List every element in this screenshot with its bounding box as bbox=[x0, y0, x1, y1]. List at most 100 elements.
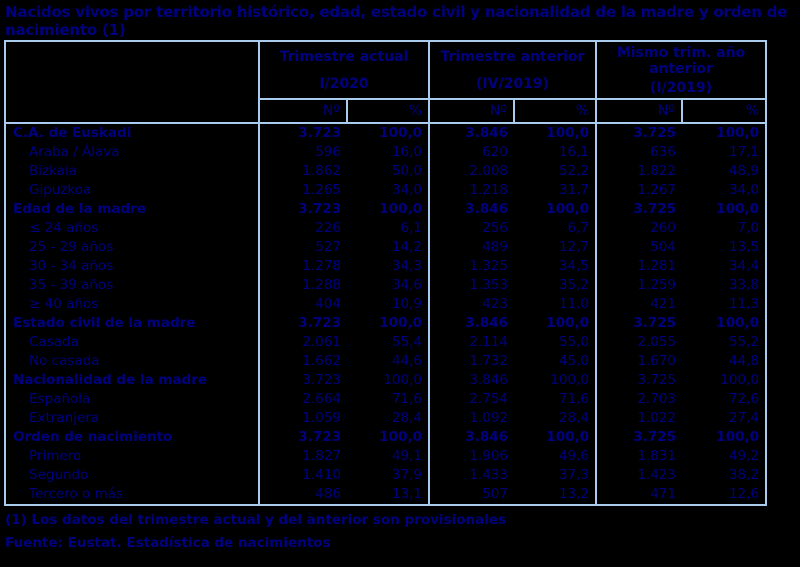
table-row: Edad de la madre 3.723 100,0 3.846 100,0 3.72… bbox=[5, 200, 766, 219]
cell-percent: 37,9 bbox=[391, 467, 422, 483]
column-group-period: (IV/2019) bbox=[476, 75, 549, 92]
table-row: Araba / Álava 596 16,0 620 16,1 636 17,1 bbox=[5, 143, 766, 162]
cell-percent: 7,0 bbox=[737, 220, 759, 236]
cell-count: 226 bbox=[258, 219, 347, 238]
cell-percent: 31,7 bbox=[558, 182, 589, 198]
cell-count: 1.423 bbox=[595, 466, 682, 485]
cell-count: 636 bbox=[595, 143, 682, 162]
table-row: No casada 1.662 44,6 1.732 45,0 1.670 44,8 bbox=[5, 352, 766, 371]
table-row: Orden de nacimiento 3.723 100,0 3.846 100,0 3… bbox=[5, 428, 766, 447]
cell-count: 2.664 bbox=[258, 390, 347, 409]
row-label: Española bbox=[29, 391, 91, 407]
cell-count: 1.325 bbox=[428, 257, 514, 276]
cell-percent: 49,1 bbox=[391, 448, 422, 464]
cell-count: 2.754 bbox=[428, 390, 514, 409]
cell-count: 3.723 bbox=[258, 371, 347, 390]
table-row: Segundo 1.410 37,9 1.433 37,3 1.423 38,2 bbox=[5, 466, 766, 485]
cell-count: 3.723 bbox=[258, 314, 347, 333]
row-label: Edad de la madre bbox=[13, 201, 146, 217]
cell-percent: 12,6 bbox=[728, 486, 759, 502]
cell-count: 2.114 bbox=[428, 333, 514, 352]
table-subheader-row: Nº % Nº % Nº % bbox=[5, 99, 766, 124]
subheader-count: Nº bbox=[595, 99, 682, 124]
cell-percent: 55,2 bbox=[728, 334, 759, 350]
table-row: Casada 2.061 55,4 2.114 55,0 2.055 55,2 bbox=[5, 333, 766, 352]
footnote: (1) Los datos del trimestre actual y del… bbox=[5, 512, 507, 528]
cell-percent: 100,0 bbox=[546, 125, 589, 141]
cell-percent: 49,2 bbox=[728, 448, 759, 464]
cell-count: 1.278 bbox=[258, 257, 347, 276]
cell-count: 489 bbox=[428, 238, 514, 257]
cell-percent: 55,4 bbox=[391, 334, 422, 350]
corner-cell bbox=[5, 41, 260, 124]
row-label: Casada bbox=[29, 334, 79, 350]
cell-percent: 100,0 bbox=[716, 125, 759, 141]
cell-percent: 16,0 bbox=[391, 144, 422, 160]
cell-count: 504 bbox=[595, 238, 682, 257]
cell-percent: 17,1 bbox=[728, 144, 759, 160]
cell-percent: 13,2 bbox=[558, 486, 589, 502]
row-label: Gipuzkoa bbox=[29, 182, 92, 198]
subheader-percent: % bbox=[513, 99, 596, 124]
cell-percent: 71,6 bbox=[391, 391, 422, 407]
row-label: 25 - 29 años bbox=[29, 239, 114, 255]
cell-percent: 34,0 bbox=[391, 182, 422, 198]
source-note: Fuente: Eustat. Estadística de nacimient… bbox=[5, 535, 331, 551]
cell-count: 1.433 bbox=[428, 466, 514, 485]
cell-percent: 34,3 bbox=[391, 258, 422, 274]
cell-count: 1.059 bbox=[258, 409, 347, 428]
table-row: C.A. de Euskadi 3.723 100,0 3.846 100,0 3.725… bbox=[5, 123, 766, 143]
row-label: C.A. de Euskadi bbox=[13, 125, 132, 141]
cell-count: 471 bbox=[595, 485, 682, 505]
cell-percent: 55,0 bbox=[558, 334, 589, 350]
row-label: No casada bbox=[29, 353, 100, 369]
cell-count: 3.725 bbox=[595, 123, 682, 143]
cell-count: 3.723 bbox=[258, 123, 347, 143]
cell-count: 1.022 bbox=[595, 409, 682, 428]
cell-percent: 34,6 bbox=[391, 277, 422, 293]
cell-count: 1.670 bbox=[595, 352, 682, 371]
cell-count: 3.846 bbox=[428, 123, 514, 143]
column-group-period: I/2020 bbox=[319, 75, 369, 92]
column-group-title: Trimestre anterior bbox=[440, 48, 585, 65]
cell-count: 1.827 bbox=[258, 447, 347, 466]
table-row: ≤ 24 años 226 6,1 256 6,7 260 7,0 bbox=[5, 219, 766, 238]
cell-count: 3.846 bbox=[428, 428, 514, 447]
column-group-title: Mismo trim. año anterior bbox=[616, 44, 746, 77]
cell-percent: 71,6 bbox=[558, 391, 589, 407]
cell-count: 3.725 bbox=[595, 428, 682, 447]
cell-count: 1.259 bbox=[595, 276, 682, 295]
table-footer: (1) Los datos del trimestre actual y del… bbox=[5, 512, 793, 558]
cell-count: 1.218 bbox=[428, 181, 514, 200]
row-label: Araba / Álava bbox=[29, 144, 120, 160]
cell-percent: 100,0 bbox=[716, 429, 759, 445]
cell-percent: 10,9 bbox=[391, 296, 422, 312]
cell-count: 1.265 bbox=[258, 181, 347, 200]
cell-count: 2.008 bbox=[428, 162, 514, 181]
cell-count: 423 bbox=[428, 295, 514, 314]
cell-count: 1.281 bbox=[595, 257, 682, 276]
cell-percent: 100,0 bbox=[379, 125, 422, 141]
cell-percent: 100,0 bbox=[716, 201, 759, 217]
table-row: Tercero o más 486 13,1 507 13,2 471 12,6 bbox=[5, 485, 766, 505]
cell-percent: 6,7 bbox=[567, 220, 589, 236]
cell-percent: 28,4 bbox=[558, 410, 589, 426]
table-row: Española 2.664 71,6 2.754 71,6 2.703 72,6 bbox=[5, 390, 766, 409]
cell-count: 1.831 bbox=[595, 447, 682, 466]
cell-count: 2.061 bbox=[258, 333, 347, 352]
cell-percent: 100,0 bbox=[546, 201, 589, 217]
cell-count: 404 bbox=[258, 295, 347, 314]
row-label: Primero bbox=[29, 448, 82, 464]
row-label: Segundo bbox=[29, 467, 89, 483]
subheader-count: Nº bbox=[258, 99, 347, 124]
cell-percent: 44,6 bbox=[391, 353, 422, 369]
cell-count: 260 bbox=[595, 219, 682, 238]
cell-percent: 72,6 bbox=[728, 391, 759, 407]
subheader-count: Nº bbox=[428, 99, 514, 124]
cell-count: 1.410 bbox=[258, 466, 347, 485]
table-row: 25 - 29 años 527 14,2 489 12,7 504 13,5 bbox=[5, 238, 766, 257]
births-table: Trimestre actual I/2020 Trimestre anteri… bbox=[4, 40, 767, 506]
cell-percent: 100,0 bbox=[383, 372, 422, 388]
row-label: 35 - 39 años bbox=[29, 277, 114, 293]
cell-count: 1.092 bbox=[428, 409, 514, 428]
